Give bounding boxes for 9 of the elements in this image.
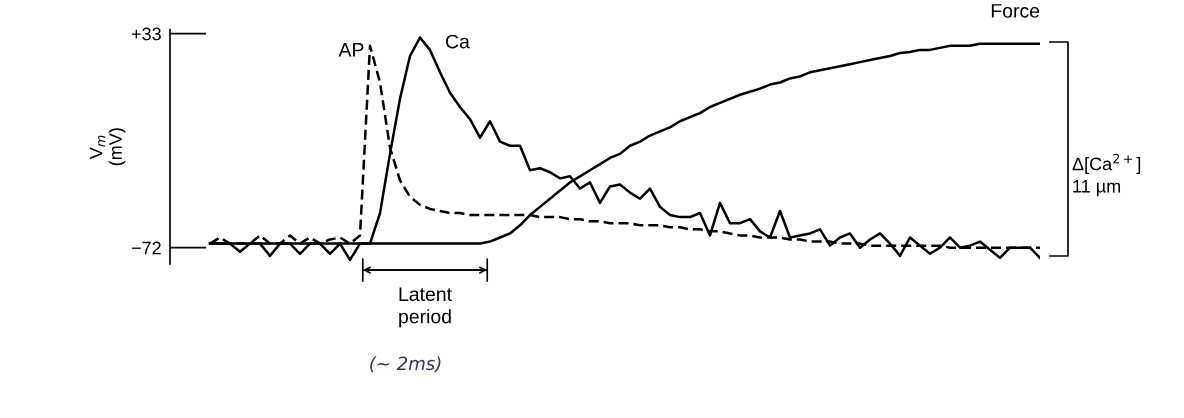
text: Latent period	[399, 287, 452, 328]
series-label: Ca	[445, 34, 470, 49]
series-label: Force	[991, 4, 1040, 18]
text: (∼ 2ms)	[370, 356, 441, 373]
y-axis-title: V$_{m}$ (mV)	[89, 128, 126, 166]
y-tick-label: −72	[131, 241, 161, 255]
text: Δ[Ca$^{2+}$] 11 µm	[1072, 153, 1141, 197]
y-tick-label: +33	[131, 27, 161, 41]
series-label: AP	[338, 43, 364, 57]
